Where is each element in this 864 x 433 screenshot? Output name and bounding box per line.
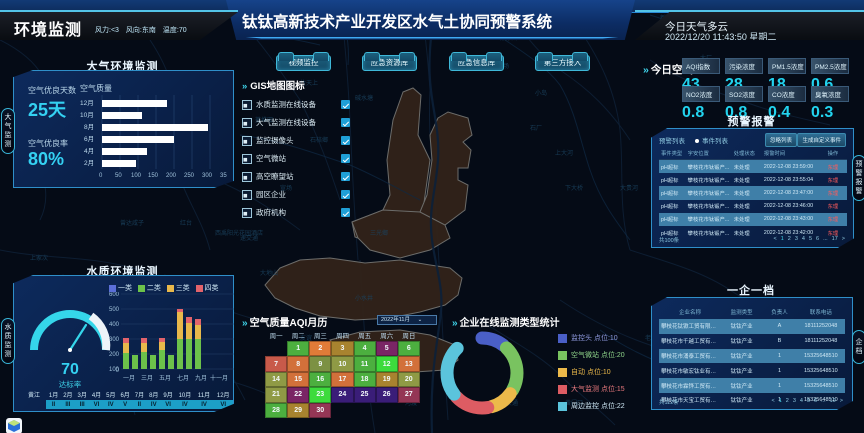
svg-text:300: 300 [109,337,120,343]
svg-text:上大河: 上大河 [555,149,573,157]
svg-text:200: 200 [166,173,177,179]
svg-text:一月: 一月 [123,375,135,382]
svg-text:红台: 红台 [180,219,192,227]
svg-text:150: 150 [148,173,159,179]
svg-text:4月: 4月 [84,147,94,155]
svg-text:100: 100 [131,173,142,179]
svg-text:8月: 8月 [84,123,94,131]
svg-text:300: 300 [202,173,213,179]
svg-text:250: 250 [184,173,195,179]
svg-text:九月: 九月 [195,374,207,382]
svg-text:0: 0 [99,173,103,179]
svg-text:大地山: 大地山 [260,269,278,277]
svg-text:10月: 10月 [80,111,94,119]
svg-text:35: 35 [220,173,227,179]
svg-text:12月: 12月 [80,99,94,107]
svg-text:小水井: 小水井 [355,294,373,302]
svg-text:2月: 2月 [84,159,94,167]
svg-text:小岛: 小岛 [535,89,547,97]
svg-text:大贵河: 大贵河 [620,184,638,192]
svg-text:五月: 五月 [159,375,171,382]
svg-text:200: 200 [109,352,120,358]
svg-text:0: 0 [116,368,120,374]
svg-text:西禹阳光花园酒店: 西禹阳光花园酒店 [215,229,263,237]
svg-text:三月: 三月 [141,375,153,382]
svg-text:上家次: 上家次 [30,254,48,262]
svg-text:七月: 七月 [177,374,189,382]
svg-text:600: 600 [109,292,120,298]
svg-text:6月: 6月 [84,135,94,143]
svg-text:三光鄉: 三光鄉 [370,229,388,237]
svg-text:石厂: 石厂 [530,125,542,132]
svg-text:曾达咸子: 曾达咸子 [120,219,144,227]
svg-text:空气质量: 空气质量 [80,83,112,93]
svg-text:50: 50 [115,173,122,179]
svg-text:400: 400 [109,322,120,328]
svg-text:下大桥: 下大桥 [565,184,583,192]
svg-text:碱水塘: 碱水塘 [355,94,373,102]
svg-text:十一月: 十一月 [210,374,228,382]
svg-text:500: 500 [109,307,120,313]
